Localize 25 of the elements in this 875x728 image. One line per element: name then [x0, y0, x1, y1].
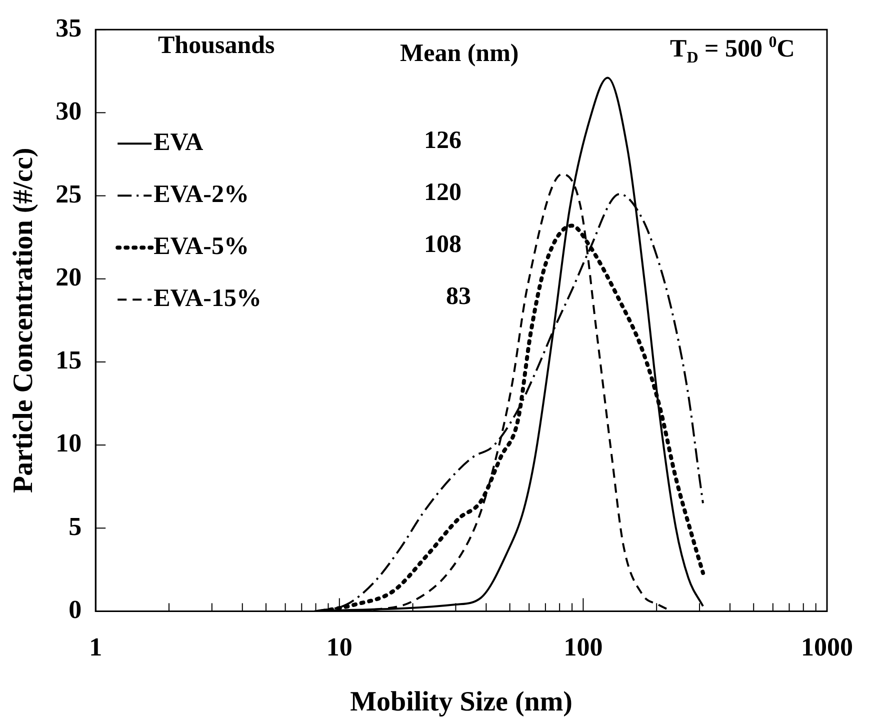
y-tick-label: 25 [56, 179, 82, 208]
legend-label: EVA-5% [154, 233, 249, 260]
y-tick-label: 20 [56, 262, 82, 292]
x-tick-label: 1000 [801, 632, 853, 662]
legend-label: EVA [154, 129, 204, 156]
y-tick-label: 0 [68, 594, 82, 624]
annotation: 126 [424, 127, 462, 155]
legend-label: EVA-15% [154, 285, 262, 312]
annotation: T$_{D}$ = 500 $^{0}$C [670, 34, 795, 68]
x-axis-title: Mobility Size (nm) [350, 686, 573, 718]
y-tick-label: 10 [56, 428, 82, 458]
y-axis-title: Particle Concentration (#/cc) [8, 148, 40, 493]
x-tick-label: 100 [564, 632, 603, 662]
annotation: Thousands [158, 32, 275, 60]
annotation: 108 [424, 231, 462, 259]
y-tick-label: 35 [56, 13, 82, 42]
annotation: 83 [446, 283, 471, 311]
annotation: Mean (nm) [400, 40, 519, 68]
x-tick-label: 10 [326, 632, 352, 662]
annotation: 120 [424, 179, 462, 207]
legend-label: EVA-2% [154, 181, 249, 208]
x-tick-label: 1 [89, 632, 102, 662]
y-tick-label: 5 [68, 512, 82, 541]
y-tick-label: 30 [56, 96, 82, 126]
y-tick-label: 15 [56, 346, 82, 375]
